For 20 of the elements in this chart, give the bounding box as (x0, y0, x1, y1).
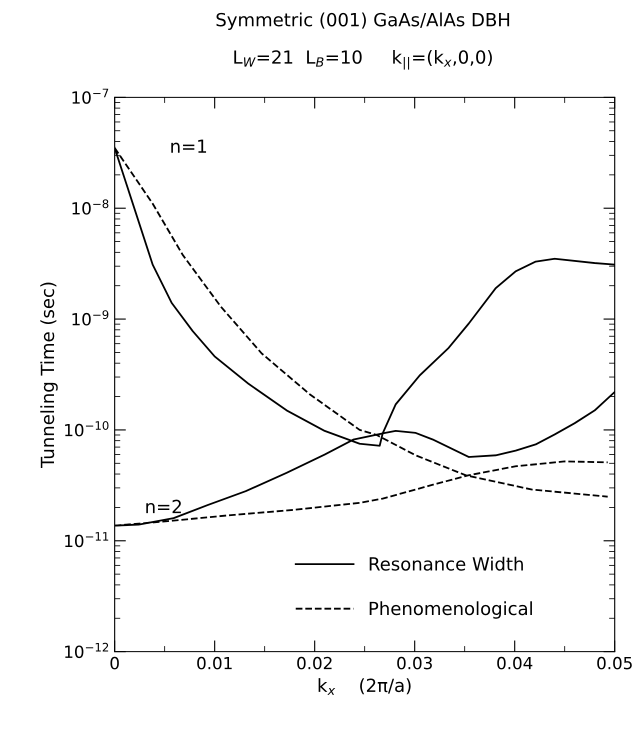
x-tick-label: 0.03 (397, 656, 432, 670)
y-tick-label: 10$^{−7}$ (72, 88, 108, 104)
y-axis-title: Tunneling Time (sec) (40, 282, 58, 468)
text: L$_{W}$=21 L$_{B}$=10 k$_{||}$=(k$_{x}$,0,0) (234, 50, 492, 70)
x-tick-label: 0.01 (197, 656, 232, 670)
y-tick-label: 10$^{−9}$ (72, 310, 108, 326)
y-tick-label: 10$^{−10}$ (65, 421, 109, 436)
annotation: n=1 (171, 140, 206, 153)
y-tick-label: 10$^{−12}$ (65, 642, 108, 658)
legend-label: Phenomenological (370, 601, 532, 619)
text: k$_{x}$ (2π/a) (318, 678, 411, 695)
x-tick-label: 0 (110, 656, 119, 670)
legend-label: Resonance Width (370, 556, 523, 571)
x-tick-label: 0.04 (497, 656, 532, 670)
y-tick-label: 10$^{−11}$ (65, 532, 108, 548)
y-tick-label: 10$^{−8}$ (72, 199, 108, 215)
x-tick-label: 0.05 (597, 656, 632, 670)
chart-title: Symmetric (001) GaAs/AlAs DBH (216, 12, 510, 30)
x-tick-label: 0.02 (297, 656, 332, 670)
annotation: n=2 (146, 500, 181, 514)
